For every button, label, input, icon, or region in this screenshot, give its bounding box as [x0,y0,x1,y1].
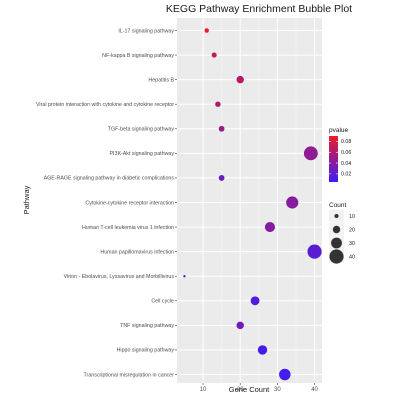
bubble [303,146,318,161]
y-tick-labels: IL-17 signaling pathway NF-kappa B signal… [36,28,177,378]
size-legend-bubble [334,213,339,219]
x-axis-title: Gene Count [229,385,270,394]
y-tick-label: Human T-cell leukemia virus 1 infection [82,225,174,231]
count-legend-title: Count [329,202,347,209]
count-legend: Count 10 20 30 40 [329,202,355,264]
bubble [215,101,221,107]
bubble [250,296,260,306]
bubble [236,75,244,84]
size-legend-label: 10 [349,214,355,220]
bubbles [183,28,322,381]
chart-title: KEGG Pathway Enrichment Bubble Plot [166,3,352,15]
bubble [183,275,186,278]
colorbar-label: 0.06 [341,150,351,156]
plot-panel [177,18,322,383]
bubble [218,125,225,132]
pvalue-legend-title: pvalue [329,127,349,134]
y-tick-label: Human papillomavirus infection [100,249,174,255]
y-axis-title: Pathway [22,185,31,214]
y-tick-label: TGF-beta signaling pathway [108,127,175,133]
size-legend-bubble [329,249,344,264]
colorbar-label: 0.02 [341,172,351,178]
bubble [204,28,209,33]
size-legend-label: 40 [349,254,355,260]
pvalue-legend: pvalue 0.02 0.04 0.06 0.08 [329,127,351,182]
bubble [218,175,225,181]
y-tick-label: Cell cycle [151,299,174,305]
grid-lines [177,18,322,383]
bubble [257,345,268,355]
y-tick-label: PI3K-Akt signaling pathway [110,151,175,157]
y-tick-label: TNF signaling pathway [120,323,174,329]
y-tick-label: IL-17 signaling pathway [118,28,174,34]
bubble [279,368,291,381]
y-tick-label: Cytokine-cytokine receptor interaction [85,200,174,206]
y-tick-label: Hepatitis B [148,77,174,83]
bubble [236,321,244,330]
size-legend-bubble [332,225,341,234]
size-legend-label: 30 [349,241,355,247]
bubble [286,196,299,209]
x-tick-label: 10 [200,387,207,393]
size-legend-label: 20 [349,227,355,233]
colorbar-label: 0.04 [341,161,351,167]
bubble [211,52,217,58]
y-tick-label: Virion - Ebolavirus, Lyssavirus and Morb… [64,274,175,280]
bubble [307,244,322,259]
y-tick-label: Hippo signaling pathway [117,348,175,354]
x-tick-label: 30 [274,387,281,393]
pvalue-colorbar [329,136,338,182]
bubble [264,221,276,233]
y-tick-label: Viral protein interaction with cytokine … [36,102,174,108]
y-tick-label: Transcriptional misregulation in cancer [84,372,175,378]
y-tick-label: AGE-RAGE signaling pathway in diabetic c… [44,176,175,182]
x-tick-label: 40 [311,387,318,393]
colorbar-label: 0.08 [341,139,351,145]
y-tick-label: NF-kappa B signaling pathway [102,53,174,59]
x-tick-label: 20 [237,387,244,393]
size-legend-bubble [331,237,342,249]
x-tick-labels: 10 20 30 40 [200,383,319,393]
